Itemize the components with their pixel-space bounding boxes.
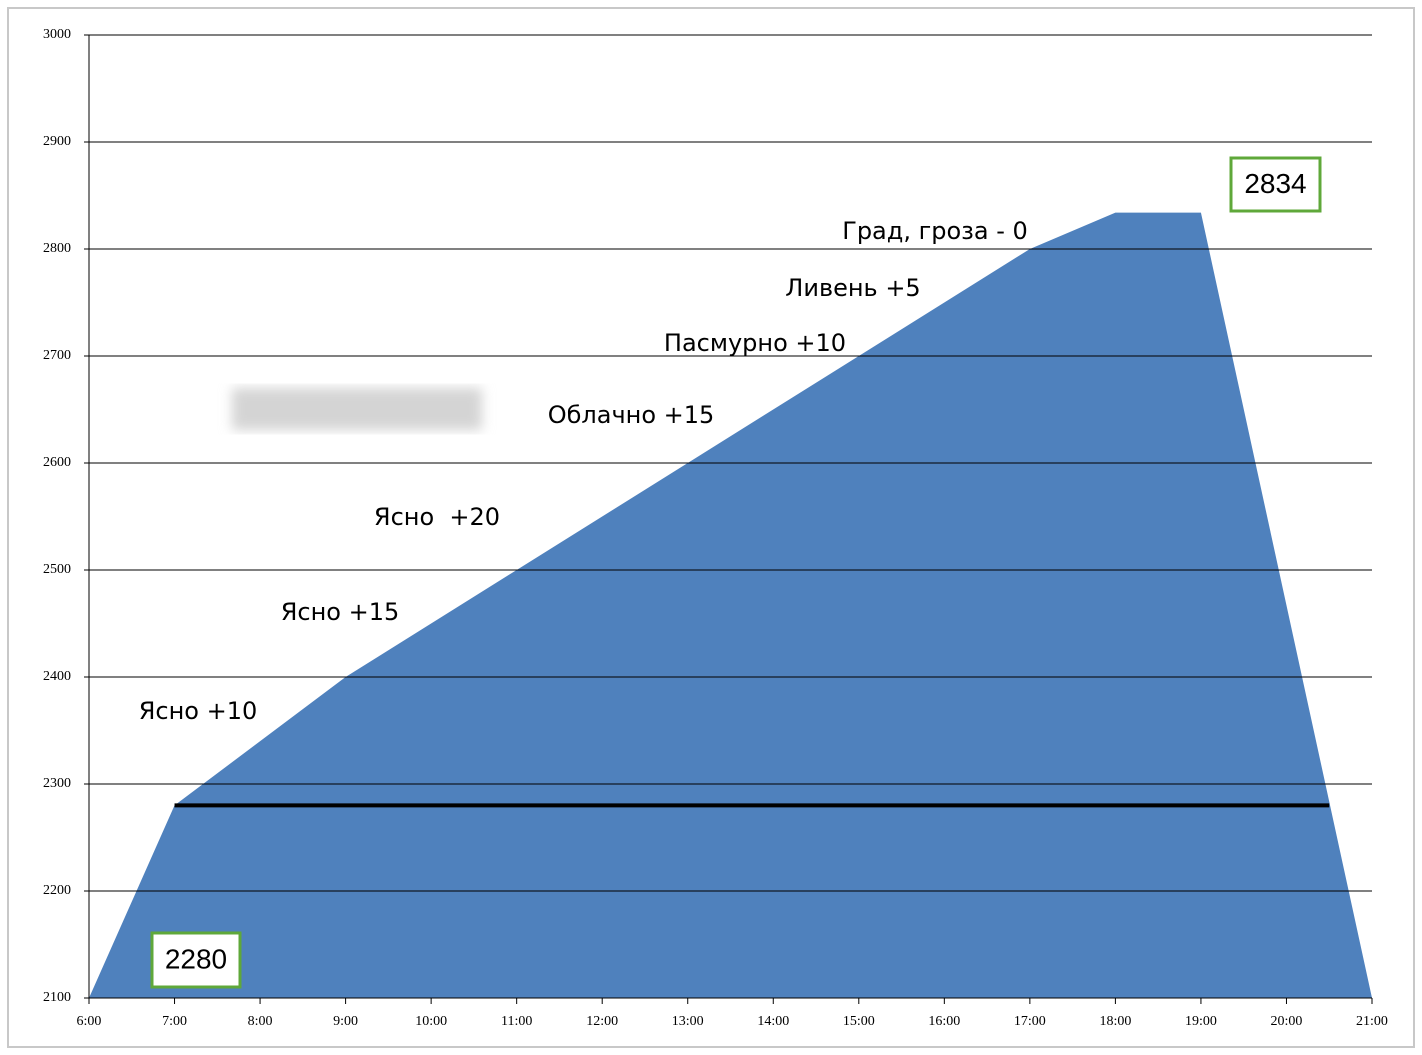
- annotation: Ясно +20: [374, 503, 500, 531]
- y-tick-label: 2400: [43, 669, 71, 684]
- x-tick-label: 8:00: [248, 1014, 273, 1029]
- x-tick-label: 12:00: [586, 1014, 618, 1029]
- y-tick-label: 2300: [43, 776, 71, 791]
- x-tick-label: 20:00: [1271, 1014, 1303, 1029]
- annotation: Пасмурно +10: [664, 329, 846, 357]
- x-tick-label: 10:00: [415, 1014, 447, 1029]
- y-tick-label: 3000: [43, 27, 71, 42]
- x-tick-label: 19:00: [1185, 1014, 1217, 1029]
- y-tick-label: 2900: [43, 134, 71, 149]
- annotation: Ясно +10: [139, 697, 258, 725]
- area: [89, 212, 1372, 998]
- y-tick-label: 2800: [43, 241, 71, 256]
- label-box: [1229, 156, 1322, 213]
- x-tick-label: 7:00: [162, 1014, 187, 1029]
- annotation: Ясно +15: [281, 598, 400, 626]
- annotation: Град, гроза - 0: [842, 217, 1028, 245]
- annotation: Ливень +5: [785, 274, 920, 302]
- x-tick-label: 17:00: [1014, 1014, 1046, 1029]
- x-tick-label: 15:00: [843, 1014, 875, 1029]
- y-tick-label: 2600: [43, 455, 71, 470]
- label-box: [150, 931, 242, 989]
- x-tick-label: 21:00: [1356, 1014, 1388, 1029]
- x-tick-label: 11:00: [501, 1014, 532, 1029]
- x-tick-label: 14:00: [757, 1014, 789, 1029]
- boxed-label: 2280: [165, 943, 227, 974]
- y-tick-label: 2200: [43, 883, 71, 898]
- x-tick-label: 13:00: [672, 1014, 704, 1029]
- annotation: Облачно +15: [548, 401, 715, 429]
- x-tick-label: 18:00: [1099, 1014, 1131, 1029]
- blurred-label: [232, 388, 482, 430]
- x-tick-label: 16:00: [928, 1014, 960, 1029]
- y-tick-label: 2100: [43, 990, 71, 1005]
- boxed-label: 2834: [1244, 168, 1306, 199]
- x-tick-label: 9:00: [333, 1014, 358, 1029]
- y-tick-label: 2500: [43, 562, 71, 577]
- x-tick-label: 6:00: [77, 1014, 102, 1029]
- y-tick-label: 2700: [43, 348, 71, 363]
